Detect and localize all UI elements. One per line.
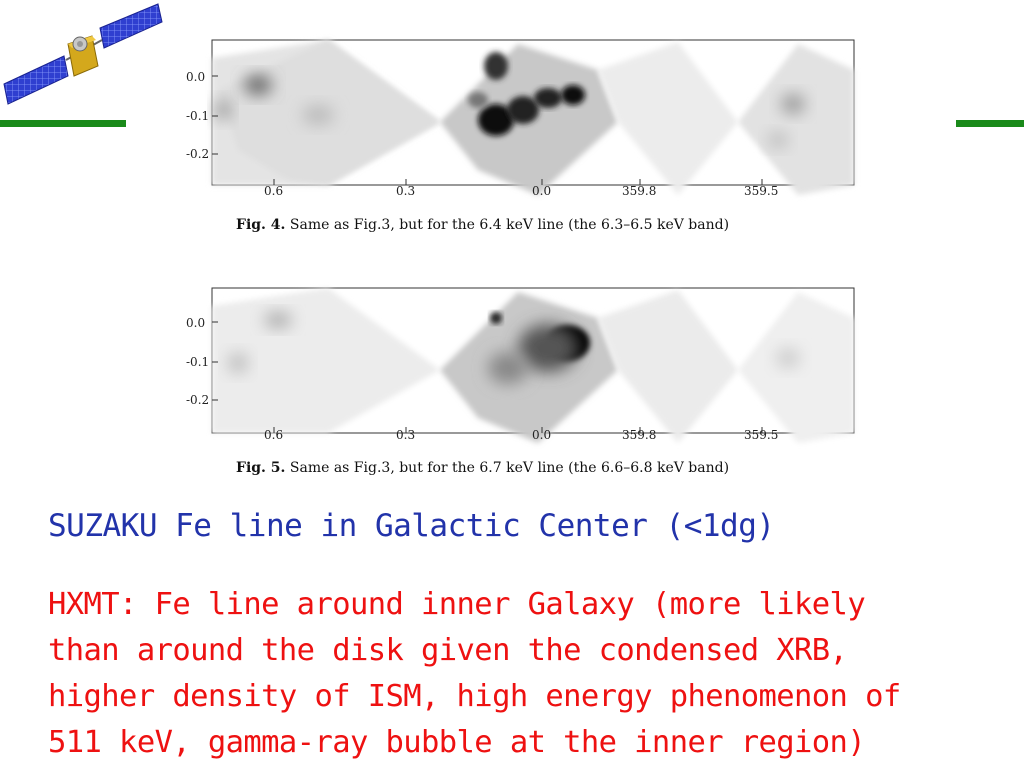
x-tick-label: 0.6 [264, 184, 284, 198]
caption-text: Same as Fig.3, but for the 6.7 keV line … [289, 460, 730, 476]
caption-label: Fig. 5. [236, 460, 286, 476]
y-tick-label: -0.2 [186, 393, 210, 407]
body-text: HXMT: Fe line around inner Galaxy (more … [48, 582, 1018, 766]
decorative-bar-left [0, 120, 126, 127]
y-tick-label: 0.0 [186, 70, 206, 84]
x-tick-label: 359.8 [622, 428, 657, 442]
y-tick-label: 0.0 [186, 316, 206, 330]
x-tick-label: 0.0 [532, 184, 552, 198]
body-line: HXMT: Fe line around inner Galaxy (more … [48, 587, 866, 622]
caption-label: Fig. 4. [236, 217, 286, 233]
x-tick-label: 0.6 [264, 428, 284, 442]
body-line: 511 keV, gamma-ray bubble at the inner r… [48, 725, 866, 760]
body-line: than around the disk given the condensed… [48, 633, 848, 668]
x-tick-label: 359.8 [622, 184, 657, 198]
y-tick-label: -0.2 [186, 147, 210, 161]
x-tick-label: 0.3 [396, 428, 416, 442]
x-tick-label: 0.3 [396, 184, 416, 198]
figure-4: 0.0 -0.1 -0.2 0.6 0.3 0.0 359.8 359.5 Fi… [178, 30, 868, 240]
decorative-bar-right [956, 120, 1024, 127]
figure-5-intensity-map [211, 287, 855, 443]
body-line: higher density of ISM, high energy pheno… [48, 679, 901, 714]
figure-5: 0.0 -0.1 -0.2 0.6 0.3 0.0 359.8 359.5 Fi… [178, 278, 868, 488]
figure-4-intensity-map [211, 39, 855, 195]
y-tick-label: -0.1 [186, 109, 210, 123]
figure-5-caption: Fig. 5. Same as Fig.3, but for the 6.7 k… [236, 460, 729, 476]
figure-4-caption: Fig. 4. Same as Fig.3, but for the 6.4 k… [236, 217, 729, 233]
satellite-icon [3, 3, 163, 105]
y-tick-label: -0.1 [186, 355, 210, 369]
subtitle: SUZAKU Fe line in Galactic Center (<1dg) [48, 508, 775, 544]
x-tick-label: 359.5 [744, 184, 779, 198]
x-tick-label: 0.0 [532, 428, 552, 442]
caption-text: Same as Fig.3, but for the 6.4 keV line … [289, 217, 730, 233]
x-tick-label: 359.5 [744, 428, 779, 442]
